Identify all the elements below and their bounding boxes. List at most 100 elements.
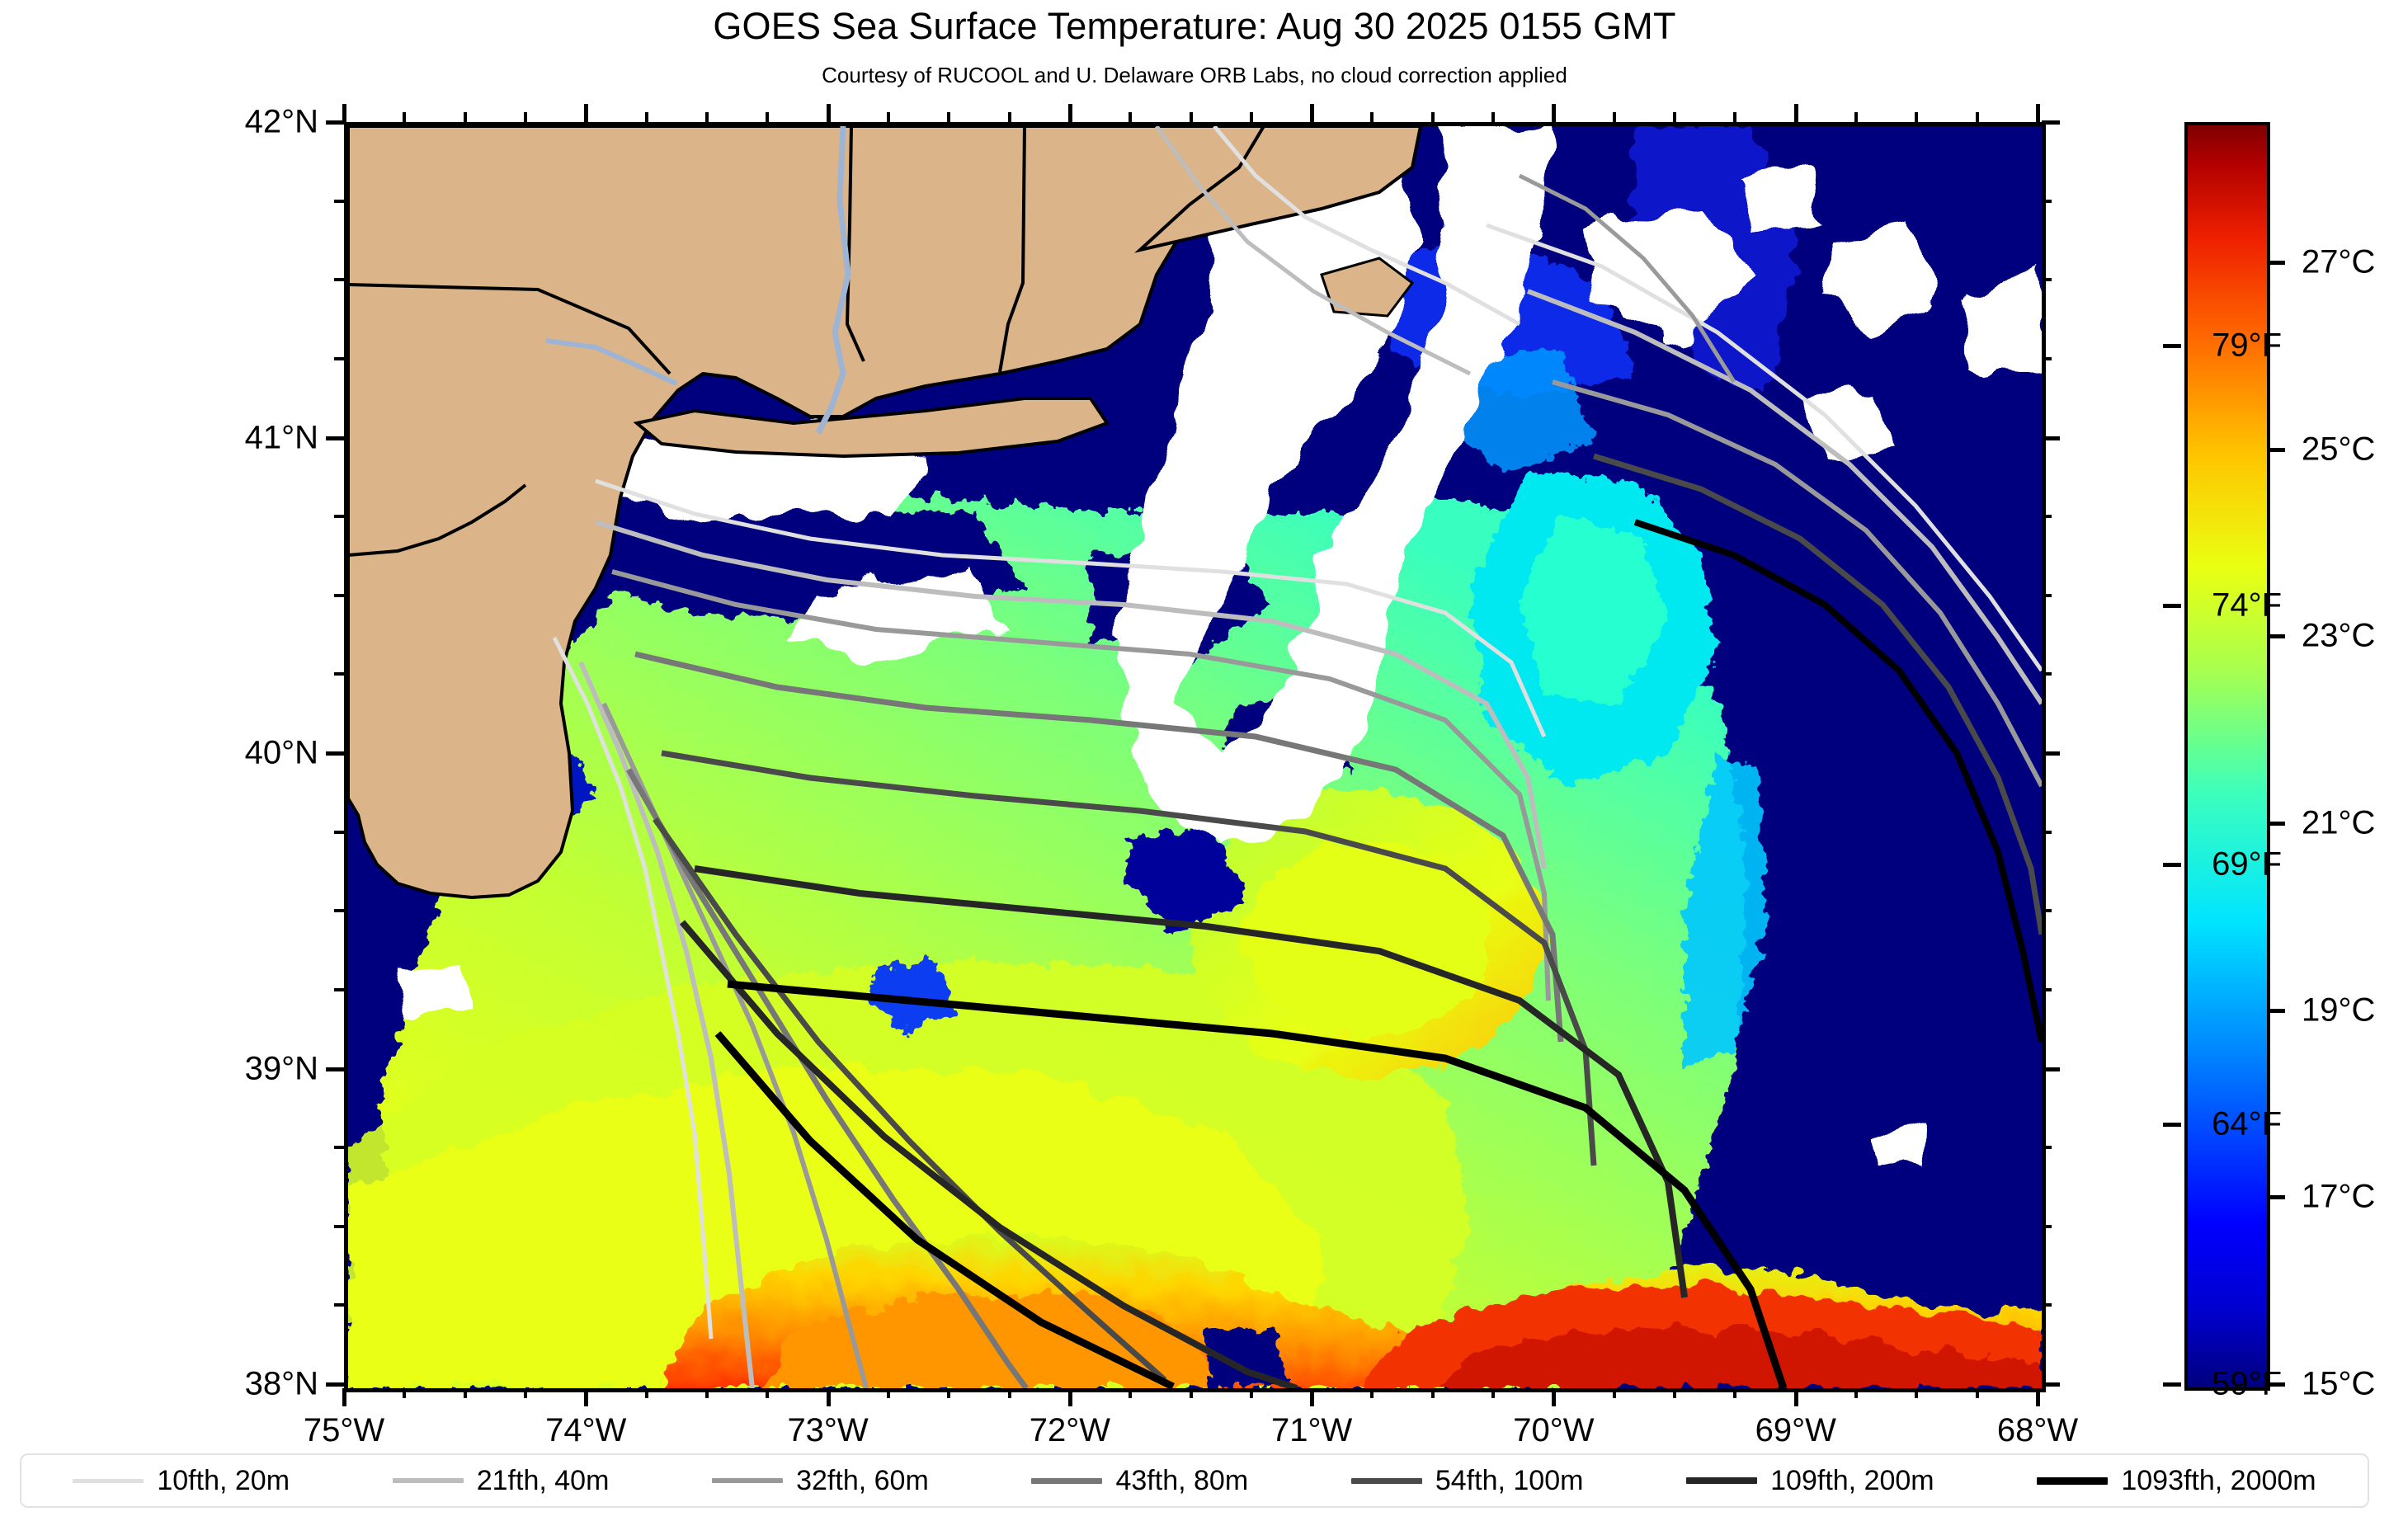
y-axis-tick-minor-right: [2042, 593, 2052, 597]
x-axis-tick-minor-top: [644, 112, 648, 122]
x-axis-tick-minor-top: [886, 112, 890, 122]
x-axis-tick-minor-top: [947, 112, 951, 122]
contour-40m-ne: [1154, 126, 1472, 376]
legend-item[interactable]: 109fth, 200m: [1686, 1465, 1934, 1497]
legend-item[interactable]: 1093fth, 2000m: [2037, 1465, 2316, 1497]
x-axis-tick-minor-top: [1854, 112, 1859, 122]
x-axis-tick-major-top: [2036, 104, 2040, 122]
colorbar-gradient: [2188, 125, 2267, 1387]
contour-80m-nj: [625, 768, 1029, 1388]
y-axis-tick-minor: [334, 1146, 344, 1150]
legend-label: 10fth, 20m: [157, 1464, 290, 1496]
legend-item[interactable]: 54fth, 100m: [1350, 1464, 1584, 1497]
x-axis-tick-major-top: [826, 104, 831, 122]
y-axis-tick-major-right: [2042, 1382, 2060, 1387]
y-axis-tick-minor: [334, 593, 344, 597]
colorbar-label-fahrenheit: 74°F: [2212, 586, 2282, 624]
colorbar-tick-c: [2267, 447, 2285, 452]
sst-map-canvas: [348, 126, 2042, 1388]
contour-20m: [595, 478, 1547, 738]
y-axis-tick-major: [326, 436, 344, 440]
x-axis-tick-minor-top: [1915, 112, 1919, 122]
colorbar-label-fahrenheit: 64°F: [2212, 1105, 2282, 1142]
x-axis-tick-major: [342, 1388, 346, 1406]
contour-2000m-east: [1633, 519, 2042, 1043]
bathymetry-legend: 10fth, 20m 21fth, 40m 32fth, 60m 43fth, 80m…: [20, 1453, 2369, 1508]
page-subtitle: Courtesy of RUCOOL and U. Delaware ORB L…: [822, 63, 1567, 87]
map-plot-area[interactable]: [344, 122, 2046, 1392]
x-axis-tick-minor: [1430, 1388, 1435, 1398]
x-axis-label: 69°W: [1755, 1412, 1836, 1448]
x-axis-tick-major: [1067, 1388, 1072, 1406]
x-axis-tick-major: [1793, 1388, 1798, 1406]
y-axis-tick-minor: [334, 356, 344, 360]
colorbar-label-celsius: 23°C: [2302, 617, 2376, 654]
contour-200m: [694, 865, 1688, 1298]
contour-100m: [661, 750, 1597, 1166]
y-axis-tick-minor: [334, 830, 344, 834]
legend-item[interactable]: 21fth, 40m: [392, 1465, 609, 1497]
x-axis-tick-minor-top: [1491, 112, 1496, 122]
x-axis-tick-minor-top: [463, 112, 467, 122]
contour-80m: [634, 651, 1564, 1043]
contour-40m-east: [1526, 289, 2042, 705]
x-axis-tick-minor-top: [1249, 112, 1253, 122]
y-axis-label: 40°N: [244, 734, 318, 771]
colorbar-tick-c: [2267, 1008, 2285, 1013]
x-axis-tick-major-top: [1793, 104, 1798, 122]
legend-item[interactable]: 10fth, 20m: [73, 1465, 290, 1497]
x-axis-tick-major-top: [584, 104, 589, 122]
x-axis-tick-minor-top: [1733, 112, 1737, 122]
y-axis-label: 39°N: [244, 1050, 318, 1086]
x-axis-tick-major: [1310, 1388, 1315, 1406]
x-axis-tick-minor: [704, 1388, 709, 1398]
contour-200m-nj: [679, 920, 1298, 1388]
x-axis-tick-minor-top: [704, 112, 709, 122]
x-axis-tick-minor: [1370, 1388, 1374, 1398]
legend-label: 54fth, 100m: [1435, 1464, 1584, 1496]
x-axis-tick-minor: [1129, 1388, 1133, 1398]
y-axis-tick-minor-right: [2042, 1303, 2052, 1307]
x-axis-tick-minor: [947, 1388, 951, 1398]
y-axis-tick-minor-right: [2042, 1224, 2052, 1228]
x-axis-tick-major: [826, 1388, 831, 1406]
land-mass: [348, 126, 1423, 899]
colorbar-label-celsius: 15°C: [2302, 1365, 2376, 1402]
x-axis-tick-minor: [1975, 1388, 1979, 1398]
y-axis-tick-minor-right: [2042, 278, 2052, 282]
colorbar-label-celsius: 17°C: [2302, 1178, 2376, 1215]
y-axis-tick-minor-right: [2042, 199, 2052, 203]
legend-item[interactable]: 32fth, 60m: [712, 1465, 929, 1497]
land-cape-cod: [1320, 257, 1415, 318]
y-axis-tick-minor: [334, 987, 344, 991]
border-nj-pa: [348, 483, 527, 557]
colorbar-tick-f: [2163, 863, 2181, 868]
colorbar[interactable]: [2184, 122, 2270, 1391]
y-axis-tick-major-right: [2042, 436, 2060, 440]
x-axis-tick-minor: [523, 1388, 527, 1398]
x-axis-tick-major: [1552, 1388, 1557, 1406]
legend-line-swatch: [73, 1478, 144, 1483]
colorbar-label-celsius: 27°C: [2302, 243, 2376, 280]
contour-60m: [611, 569, 1551, 1001]
x-axis-tick-minor: [766, 1388, 770, 1398]
land-new-jersey-newyork: [348, 126, 1274, 899]
y-axis-tick-minor-right: [2042, 909, 2052, 913]
x-axis-tick-major-top: [1310, 104, 1315, 122]
legend-line-swatch: [392, 1478, 464, 1483]
x-axis-tick-minor: [1007, 1388, 1011, 1398]
land-cape-cod-approach: [1134, 126, 1423, 253]
x-axis-tick-minor: [1854, 1388, 1859, 1398]
legend-line-swatch: [712, 1478, 784, 1483]
colorbar-tick-f: [2163, 1382, 2181, 1387]
y-axis-tick-minor: [334, 672, 344, 676]
y-axis-tick-minor: [334, 199, 344, 203]
y-axis-tick-minor: [334, 515, 344, 519]
y-axis-tick-minor-right: [2042, 515, 2052, 519]
legend-item[interactable]: 43fth, 80m: [1031, 1465, 1248, 1497]
bathymetry-contours: [552, 126, 2042, 1388]
y-axis-tick-minor-right: [2042, 356, 2052, 360]
x-axis-label: 68°W: [1996, 1412, 2079, 1448]
x-axis-tick-minor-top: [1189, 112, 1193, 122]
